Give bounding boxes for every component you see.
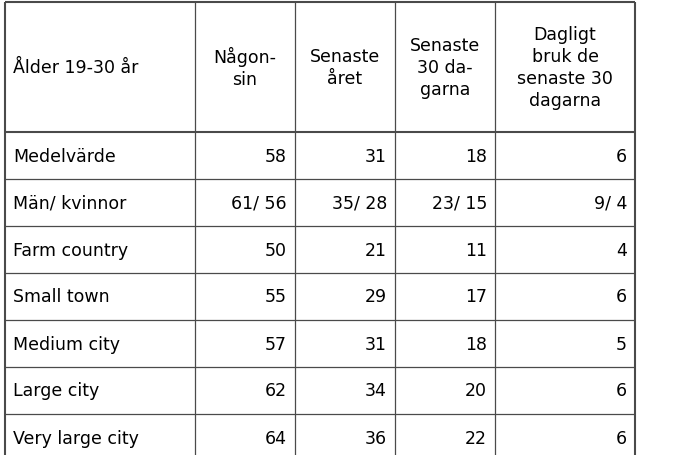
Text: 31: 31 [365,147,387,165]
Text: 17: 17 [465,288,487,306]
Text: 34: 34 [365,382,387,399]
Text: Senaste
året: Senaste året [310,48,380,88]
Text: 6: 6 [616,147,627,165]
Text: 5: 5 [616,335,627,353]
Text: 6: 6 [616,288,627,306]
Text: 31: 31 [365,335,387,353]
Text: 35/ 28: 35/ 28 [331,194,387,212]
Text: Någon-
sin: Någon- sin [213,47,276,89]
Text: 21: 21 [365,241,387,259]
Text: 58: 58 [265,147,287,165]
Text: 50: 50 [265,241,287,259]
Text: 4: 4 [616,241,627,259]
Text: 9/ 4: 9/ 4 [593,194,627,212]
Text: Dagligt
bruk de
senaste 30
dagarna: Dagligt bruk de senaste 30 dagarna [517,25,613,110]
Text: 6: 6 [616,382,627,399]
Text: 61/ 56: 61/ 56 [231,194,287,212]
Text: 57: 57 [265,335,287,353]
Text: Ålder 19-30 år: Ålder 19-30 år [13,59,138,77]
Text: 62: 62 [265,382,287,399]
Text: Medium city: Medium city [13,335,120,353]
Text: Senaste
30 da-
garna: Senaste 30 da- garna [410,37,480,99]
Text: 64: 64 [265,429,287,446]
Text: Very large city: Very large city [13,429,139,446]
Text: Män/ kvinnor: Män/ kvinnor [13,194,126,212]
Text: 11: 11 [465,241,487,259]
Text: 18: 18 [465,147,487,165]
Text: Small town: Small town [13,288,110,306]
Text: 29: 29 [365,288,387,306]
Text: 6: 6 [616,429,627,446]
Text: Medelvärde: Medelvärde [13,147,116,165]
Text: 20: 20 [465,382,487,399]
Text: 23/ 15: 23/ 15 [432,194,487,212]
Text: Farm country: Farm country [13,241,128,259]
Text: 55: 55 [265,288,287,306]
Text: 18: 18 [465,335,487,353]
Text: 36: 36 [365,429,387,446]
Text: 22: 22 [465,429,487,446]
Text: Large city: Large city [13,382,100,399]
